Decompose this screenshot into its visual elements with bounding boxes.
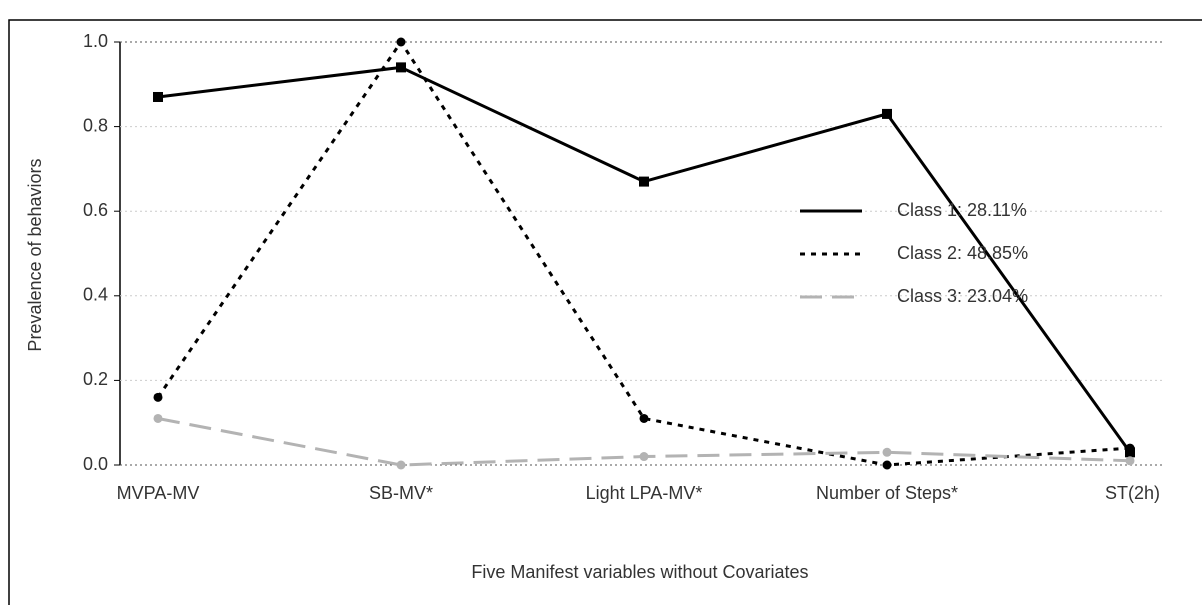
point	[639, 413, 649, 423]
frame	[8, 19, 1202, 605]
x-tick-label: ST(2h)	[1105, 483, 1160, 503]
y-tick-label: 0.4	[83, 285, 108, 305]
point	[882, 108, 892, 119]
point	[882, 447, 892, 457]
point	[396, 460, 406, 470]
y-tick-label: 1.0	[83, 31, 108, 51]
point	[1125, 443, 1135, 453]
x-axis-label: Five Manifest variables without Covariat…	[471, 562, 808, 582]
point	[153, 392, 163, 402]
point	[1125, 456, 1135, 466]
point	[882, 460, 892, 470]
point	[153, 413, 163, 423]
series-line	[156, 39, 1131, 467]
legend-label: Class 3: 23.04%	[897, 286, 1028, 306]
x-tick-label: SB-MV*	[369, 483, 433, 503]
x-tick-label: MVPA-MV	[117, 483, 200, 503]
point	[639, 176, 649, 187]
y-tick-label: 0.0	[83, 454, 108, 474]
point	[639, 452, 649, 462]
y-tick-label: 0.2	[83, 369, 108, 389]
legend-label: Class 2: 48.85%	[897, 243, 1028, 263]
point	[396, 37, 406, 47]
point	[396, 62, 406, 73]
y-tick-label: 0.6	[83, 200, 108, 220]
x-tick-label: Number of Steps*	[816, 483, 958, 503]
point	[153, 91, 163, 102]
y-tick-label: 0.8	[83, 115, 108, 135]
legend-label: Class 1: 28.11%	[897, 200, 1027, 220]
x-tick-label: Light LPA-MV*	[586, 483, 703, 503]
y-axis-label: Prevalence of behaviors	[25, 158, 45, 351]
